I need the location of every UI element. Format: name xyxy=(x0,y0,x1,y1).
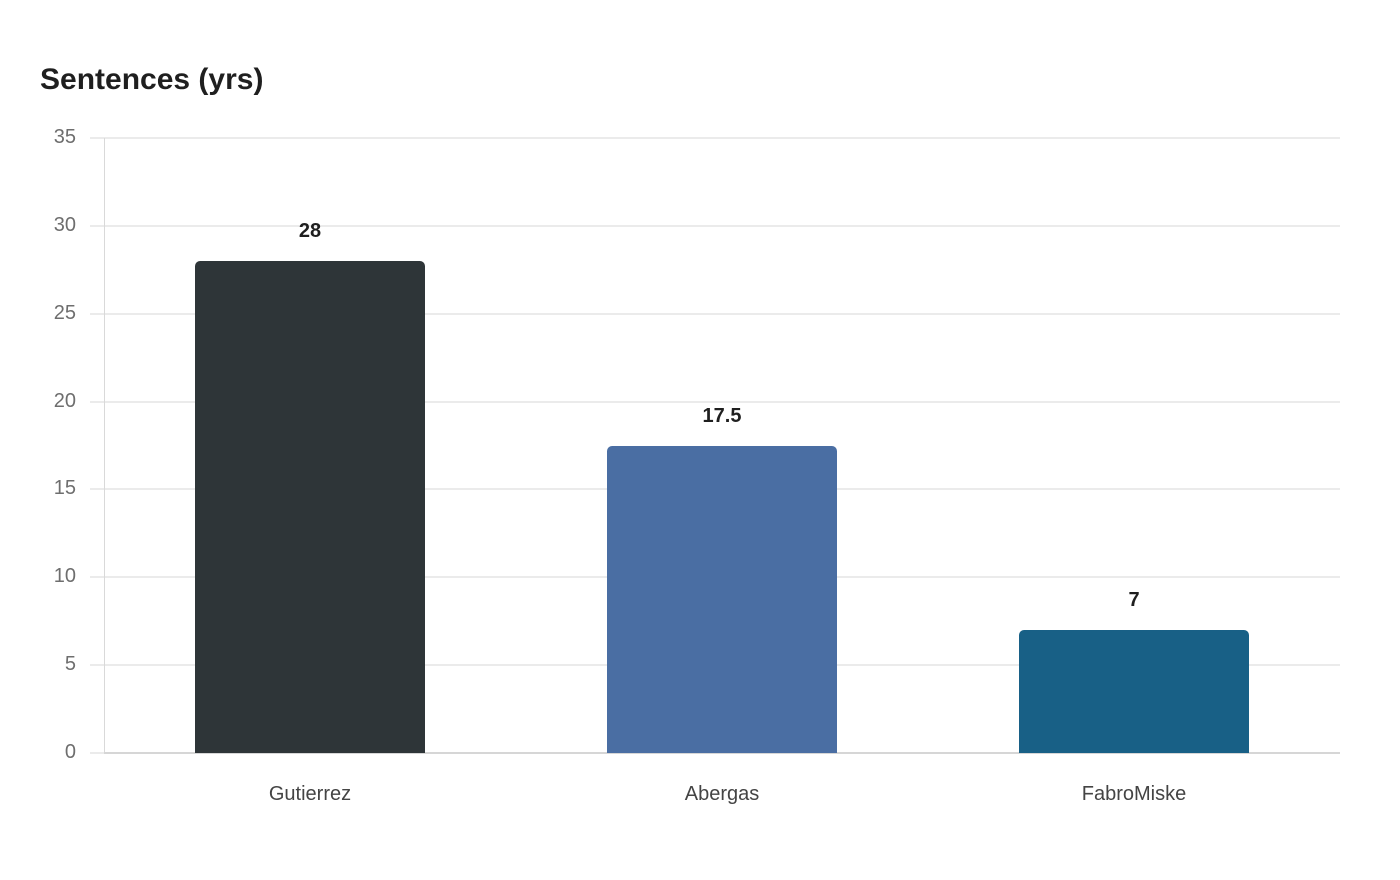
x-tick-label: Abergas xyxy=(684,783,760,805)
gridline xyxy=(90,137,1340,139)
y-tick-label: 35 xyxy=(53,126,76,148)
bar-value-label: 17.5 xyxy=(702,404,742,427)
gridline xyxy=(90,224,1340,227)
x-tick-label: Gutierrez xyxy=(268,783,352,805)
y-tick-label: 30 xyxy=(53,213,76,236)
y-axis-line xyxy=(104,138,105,753)
y-tick-label: 10 xyxy=(53,565,76,588)
y-tick-label: 15 xyxy=(53,477,76,500)
y-tick-label: 25 xyxy=(53,301,76,324)
bar-value-label: 7 xyxy=(1128,589,1140,611)
y-tick-label: 20 xyxy=(53,389,76,412)
x-axis-line xyxy=(104,752,1340,754)
x-tick-label: FabroMiske xyxy=(1081,783,1187,805)
bar-value-label: 28 xyxy=(298,220,322,242)
gridline xyxy=(90,400,1340,403)
bar-gutierrez[interactable] xyxy=(195,261,425,753)
bar-fabromiske[interactable] xyxy=(1019,630,1249,753)
gridline xyxy=(90,312,1340,315)
y-tick-label: 5 xyxy=(64,653,76,676)
chart-title: Sentences (yrs) xyxy=(40,63,264,96)
bar-abergas[interactable] xyxy=(607,445,837,753)
plot-area: 28 17.5 7 xyxy=(90,137,1340,754)
y-tick-label: 0 xyxy=(64,741,76,763)
